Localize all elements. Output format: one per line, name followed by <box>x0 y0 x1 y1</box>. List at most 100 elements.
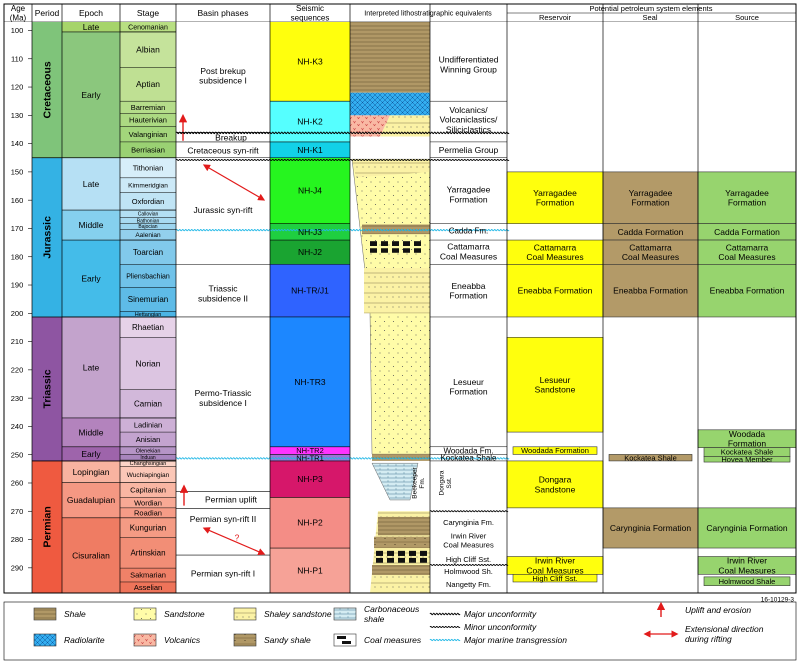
seismic-sequence-label: NH-TR3 <box>294 377 325 387</box>
litho-name-label: Eneabba Formation <box>449 281 488 301</box>
period-cell <box>32 22 62 158</box>
stage-label: Carnian <box>134 400 162 409</box>
age-tick-label: 180 <box>11 252 24 261</box>
coal-seam-icon <box>420 557 427 563</box>
legend-item: Minor unconformity <box>429 622 537 632</box>
coal-seam-icon <box>342 641 351 644</box>
major-unconformity-icon <box>429 612 461 616</box>
header-petroleum-elements: Potential petroleum system elements <box>590 4 713 13</box>
coal-seam-icon <box>414 248 421 253</box>
litho-winning-shale <box>350 22 430 93</box>
period-label: Triassic <box>42 369 54 408</box>
age-tick-label: 240 <box>11 422 24 431</box>
seismic-sequence-cell <box>270 497 350 549</box>
legend-label: Sandstone <box>164 609 205 619</box>
header-epoch: Epoch <box>79 8 103 18</box>
stage-cell <box>120 192 176 211</box>
stage-cell <box>120 264 176 288</box>
coal-seam-icon <box>337 636 346 639</box>
epoch-cell <box>62 210 120 241</box>
seismic-sequence-label: NH-K3 <box>297 57 323 67</box>
litho-name-label: Cadda Fm. <box>449 227 489 236</box>
marine-transgression-line <box>175 457 510 460</box>
legend-item: Sandy shale <box>233 633 311 647</box>
extension-arrow-icon <box>202 527 266 556</box>
seal-cell <box>608 454 693 462</box>
epoch-cell <box>62 446 120 461</box>
litho-name-label: Holmwood Sh. <box>444 567 493 576</box>
stage-label: Roadian <box>134 508 162 517</box>
legend-label: Major marine transgression <box>464 635 567 645</box>
period-cell <box>32 316 62 461</box>
seal-label: Eneabba Formation <box>613 286 688 296</box>
header-source: Source <box>735 13 759 22</box>
age-tick-label: 120 <box>11 83 24 92</box>
legend-label: Radiolarite <box>64 635 105 645</box>
litho-name-label: Permelia Group <box>439 145 499 155</box>
coal-seam-icon <box>370 248 377 253</box>
stage-label: Bathonian <box>137 218 160 224</box>
source-cell <box>703 576 791 586</box>
stage-label: Wordian <box>134 498 162 507</box>
reservoir-label: Dongara Sandstone <box>535 474 576 494</box>
source-label: Eneabba Formation <box>710 286 785 296</box>
stage-cell <box>120 466 176 483</box>
sandy-shale-icon <box>233 633 257 647</box>
seismic-sequence-label: NH-TR/J1 <box>291 286 329 296</box>
seismic-sequence-label: NH-J2 <box>298 247 322 257</box>
coal-seam-icon <box>387 550 394 556</box>
header-seismic-sequences: Seismic sequences <box>291 4 330 22</box>
stage-cell <box>120 537 176 569</box>
epoch-cell <box>62 460 120 483</box>
litho-name-label: Woodada Fm. <box>443 447 493 456</box>
epoch-label: Guadalupian <box>67 495 115 505</box>
source-label: Yarragadee Formation <box>725 188 769 208</box>
basin-question-mark: ? <box>235 533 240 543</box>
stage-label: Oxfordian <box>132 197 165 206</box>
litho-shaley-top <box>352 159 430 178</box>
stage-label: Cenomanian <box>128 24 168 31</box>
stage-cell <box>120 141 176 158</box>
stage-label: Pliensbachian <box>126 273 170 280</box>
reservoir-cell <box>506 460 604 509</box>
stage-label: Aalenian <box>135 232 161 239</box>
basin-phase-label: Cretaceous syn-rift <box>187 145 259 155</box>
legend-item: Radiolarite <box>33 633 105 647</box>
litho-siliciclastics <box>380 115 430 137</box>
age-tick-label: 140 <box>11 139 24 148</box>
seal-cell <box>602 171 699 224</box>
minor-unconformity-line <box>429 564 509 566</box>
stage-cell <box>120 316 176 338</box>
stage-cell <box>120 446 176 455</box>
basin-phase-label: Triassic subsidence II <box>198 284 248 304</box>
age-tick-label: 100 <box>11 26 24 35</box>
coal-seam-icon <box>398 557 405 563</box>
coal-seam-icon <box>387 557 394 563</box>
stage-label: Wuchiapingian <box>127 472 170 479</box>
seismic-sequence-cell <box>270 157 350 224</box>
stage-cell <box>120 22 176 32</box>
epoch-cell <box>62 417 120 447</box>
stage-cell <box>120 460 176 467</box>
age-tick-label: 220 <box>11 365 24 374</box>
period-cell <box>32 157 62 317</box>
stage-label: Hettangian <box>135 312 162 318</box>
litho-name-label: Yarragadee Formation <box>447 185 491 205</box>
legend-item: Volcanics <box>133 633 201 647</box>
litho-name-label: Irwin River Coal Measures <box>443 532 494 550</box>
seismic-sequence-label: NH-J3 <box>298 227 322 237</box>
age-tick-label: 110 <box>11 54 23 63</box>
stage-label: Capitanian <box>130 486 166 495</box>
legend-item: Uplift and erosion <box>656 601 751 617</box>
litho-name-label: High Cliff Sst. <box>446 555 491 564</box>
stage-cell <box>120 581 176 593</box>
stage-label: Kimmeridgian <box>128 182 168 189</box>
legend-label: Uplift and erosion <box>685 605 751 615</box>
basin-phase-label: Post brekup subsidence I <box>199 66 247 86</box>
age-tick-label: 150 <box>11 168 24 177</box>
sandstone-icon <box>133 607 157 621</box>
litho-name-label: Volcanics/Volcaniclastics/Siliciclastics <box>440 105 498 135</box>
header-reservoir: Reservoir <box>539 13 572 22</box>
stage-cell <box>120 31 176 68</box>
legend-label: Carbonaceous shale <box>364 604 420 624</box>
